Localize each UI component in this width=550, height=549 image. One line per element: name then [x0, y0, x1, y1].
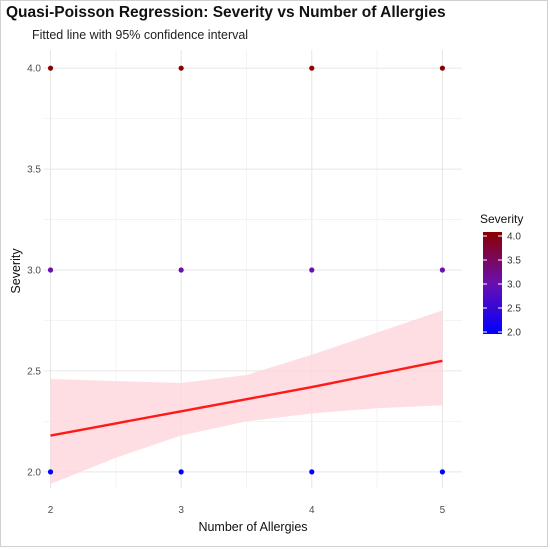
legend-title: Severity [480, 212, 523, 226]
data-point [47, 65, 54, 71]
confidence-band-layer [50, 310, 443, 484]
legend-tick-label: 2.0 [507, 328, 521, 339]
y-tick-label: 2.0 [27, 467, 41, 478]
y-axis-ticks: 2.0 2.5 3.0 3.5 4.0 [27, 64, 41, 479]
confidence-band [50, 310, 443, 484]
chart-subtitle: Fitted line with 95% confidence interval [32, 28, 249, 42]
legend-tick-label: 3.5 [507, 256, 521, 267]
data-point [47, 267, 54, 273]
data-point [309, 469, 315, 475]
x-tick-label: 4 [309, 505, 315, 516]
legend-tick-label: 4.0 [507, 232, 521, 243]
data-point [439, 65, 446, 71]
y-axis-label: Severity [9, 248, 23, 294]
fit-line [50, 359, 443, 437]
fit-line-layer [50, 359, 443, 437]
y-tick-label: 3.5 [27, 165, 41, 176]
chart-title: Quasi-Poisson Regression: Severity vs Nu… [6, 4, 446, 21]
x-axis-label: Number of Allergies [198, 520, 307, 534]
color-legend: Severity 4.0 3.5 3.0 2.5 2.0 [480, 212, 523, 339]
data-point [178, 65, 184, 71]
x-axis-ticks: 2 3 4 5 [48, 505, 446, 516]
legend-ticks: 4.0 3.5 3.0 2.5 2.0 [483, 232, 521, 339]
y-tick-label: 2.5 [27, 366, 41, 377]
data-point [439, 267, 446, 273]
y-tick-label: 4.0 [27, 64, 41, 75]
data-point [439, 469, 446, 475]
data-point [178, 469, 184, 475]
y-tick-label: 3.0 [27, 266, 41, 277]
legend-colorbar [483, 232, 502, 334]
data-point [309, 65, 315, 71]
data-point [178, 267, 184, 273]
legend-tick-label: 3.0 [507, 280, 521, 291]
legend-tick-label: 2.5 [507, 304, 521, 315]
data-point [47, 469, 54, 475]
x-tick-label: 5 [440, 505, 446, 516]
x-tick-label: 2 [48, 505, 54, 516]
data-points [47, 65, 446, 475]
x-tick-label: 3 [178, 505, 184, 516]
data-point [309, 267, 315, 273]
